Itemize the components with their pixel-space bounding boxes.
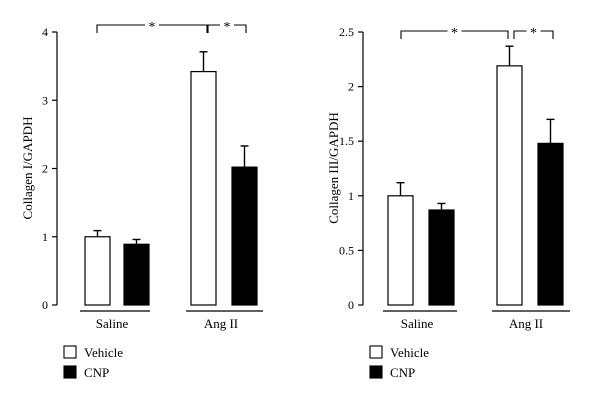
- legend-left: Vehicle CNP: [63, 345, 123, 380]
- y-axis-label: Collagen III/GAPDH: [326, 112, 341, 224]
- y-tick-label: 0.5: [339, 243, 354, 257]
- bar-cnp-saline: [123, 243, 150, 306]
- bar-vehicle-saline: [84, 236, 111, 306]
- significance-star: *: [451, 26, 458, 41]
- legend-swatch-cnp: [63, 365, 77, 379]
- legend-label: CNP: [84, 365, 109, 380]
- significance-star: *: [224, 20, 231, 35]
- y-tick-label: 1: [42, 230, 48, 244]
- bar-cnp-ang-ii: [231, 166, 258, 306]
- x-category-label: Saline: [401, 316, 434, 331]
- y-tick-label: 1.5: [339, 134, 354, 148]
- chart-collagen-1: 0 1 2 3 4 Collagen I/GAPDH Saline Ang II * *: [20, 20, 263, 331]
- y-tick-label: 2.5: [339, 25, 354, 39]
- legend-right: Vehicle CNP: [369, 345, 429, 380]
- significance-gap: [447, 26, 462, 36]
- significance-gap: [220, 20, 234, 30]
- legend-swatch-vehicle: [369, 345, 383, 359]
- legend-label: Vehicle: [84, 345, 123, 360]
- x-category-label: Ang II: [509, 316, 543, 331]
- bar-vehicle-ang-ii: [190, 70, 217, 306]
- y-tick-label: 3: [42, 93, 48, 107]
- y-axis-label: Collagen I/GAPDH: [20, 117, 35, 220]
- legend-label: Vehicle: [390, 345, 429, 360]
- x-category-label: Saline: [96, 316, 129, 331]
- legend-swatch-vehicle: [63, 345, 77, 359]
- y-tick-label: 1: [348, 189, 354, 203]
- y-tick-label: 2: [348, 80, 354, 94]
- bar-cnp-ang-ii: [537, 142, 564, 306]
- y-tick-label: 4: [42, 25, 48, 39]
- legend-swatch-cnp: [369, 365, 383, 379]
- significance-gap: [145, 20, 159, 30]
- y-tick-label: 0: [42, 298, 48, 312]
- y-tick-label: 0: [348, 298, 354, 312]
- bar-cnp-saline: [428, 209, 455, 306]
- bar-vehicle-saline: [387, 195, 414, 306]
- y-tick-label: 2: [42, 162, 48, 176]
- significance-star: *: [149, 20, 156, 35]
- legend-label: CNP: [390, 365, 415, 380]
- bar-vehicle-ang-ii: [496, 65, 523, 306]
- chart-collagen-3: 0 0.5 1 1.5 2 2.5 Collagen III/GAPDH Saline Ang …: [326, 25, 570, 331]
- significance-gap: [526, 26, 541, 36]
- significance-star: *: [530, 26, 537, 41]
- x-category-label: Ang II: [204, 316, 238, 331]
